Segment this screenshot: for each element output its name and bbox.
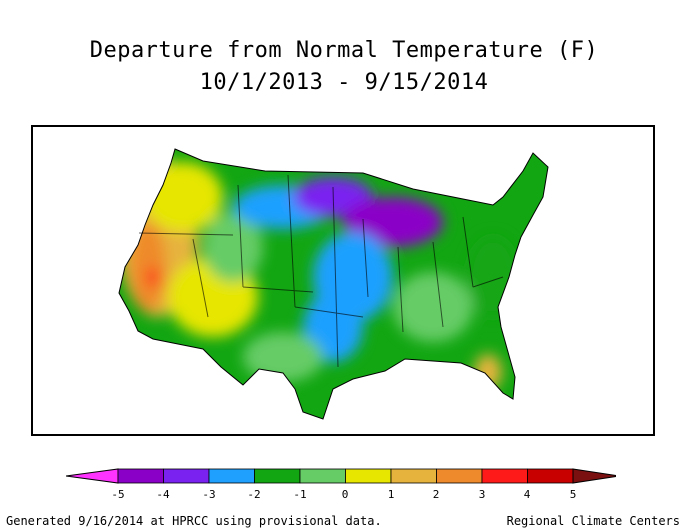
scale-tick-label: 5: [569, 488, 577, 501]
scale-high-arrow: [572, 468, 616, 484]
scale-color-bin: [117, 468, 164, 484]
scale-color-bin: [299, 468, 346, 484]
scale-color-bin: [390, 468, 437, 484]
map-panel: [31, 125, 655, 436]
scale-tick-label: -5: [111, 488, 125, 501]
scale-color-bin: [208, 468, 255, 484]
scale-tick-label: 4: [523, 488, 531, 501]
scale-tick-label: -1: [293, 488, 307, 501]
scale-tick-label: 1: [387, 488, 395, 501]
scale-tick-label: -4: [156, 488, 170, 501]
source-credit: Regional Climate Centers: [506, 514, 680, 528]
scale-color-bin: [254, 468, 301, 484]
scale-tick-label: 2: [432, 488, 440, 501]
map-date-range: 10/1/2013 - 9/15/2014: [199, 70, 489, 95]
scale-tick-label: -2: [247, 488, 261, 501]
scale-color-bin: [345, 468, 392, 484]
scale-color-bin: [163, 468, 210, 484]
color-scale-bar: [66, 468, 616, 484]
scale-low-arrow: [66, 468, 119, 484]
scale-color-bin: [481, 468, 528, 484]
scale-tick-label: 3: [478, 488, 486, 501]
scale-color-bin: [527, 468, 574, 484]
scale-color-bin: [436, 468, 483, 484]
state-boundaries: [118, 148, 549, 420]
scale-tick-label: 0: [341, 488, 349, 501]
map-title: Departure from Normal Temperature (F): [89, 38, 599, 63]
scale-tick-label: -3: [202, 488, 216, 501]
generated-note: Generated 9/16/2014 at HPRCC using provi…: [6, 514, 382, 528]
us-temperature-map: [118, 148, 549, 420]
